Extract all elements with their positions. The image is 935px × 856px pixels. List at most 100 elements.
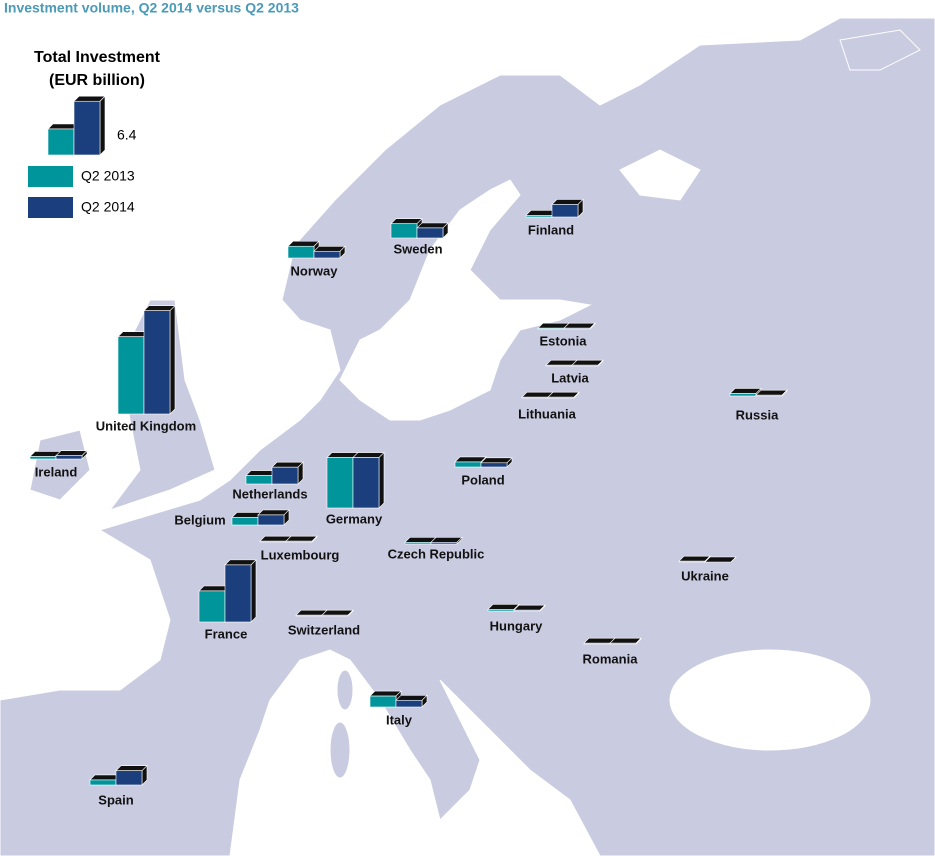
bar-front — [73, 100, 101, 156]
country-label: Norway — [291, 263, 339, 278]
bar-3d — [480, 457, 513, 468]
bar-front — [287, 245, 315, 259]
bar-front — [521, 396, 549, 399]
bar-3d — [352, 451, 385, 509]
bar-side — [169, 304, 176, 415]
country-label: Czech Republic — [388, 546, 485, 561]
country-label: Lithuania — [518, 406, 577, 421]
bar-front — [513, 609, 541, 612]
bar-side — [730, 556, 737, 563]
bar-3d — [551, 198, 584, 218]
bar-front — [47, 128, 75, 156]
country-label: Germany — [326, 511, 383, 526]
bar-front — [285, 540, 313, 543]
bar-side — [99, 95, 106, 156]
country-label: Ukraine — [681, 568, 729, 583]
bar-3d — [73, 95, 106, 156]
bar-front — [755, 394, 783, 397]
country-label: Italy — [386, 712, 413, 727]
legend-title: Total Investment — [34, 49, 161, 66]
bar-front — [551, 204, 579, 218]
land — [336, 669, 354, 711]
bar-front — [224, 564, 252, 623]
bar-front — [369, 695, 397, 708]
bar-3d — [755, 389, 788, 397]
bar-front — [352, 457, 380, 509]
bar-front — [609, 642, 637, 645]
land — [839, 29, 921, 71]
sea — [669, 649, 871, 751]
country-label: Ireland — [35, 464, 78, 479]
bar-3d — [395, 694, 428, 708]
bar-3d — [285, 535, 318, 543]
bar-front — [454, 461, 482, 468]
sea — [229, 649, 601, 856]
legend-label: Q2 2014 — [81, 199, 135, 215]
bar-front — [115, 770, 143, 786]
country-label: Belgium — [174, 512, 225, 527]
country-label: Estonia — [540, 333, 588, 348]
chart-title: Investment volume, Q2 2014 versus Q2 201… — [4, 0, 299, 16]
bar-3d — [271, 461, 304, 485]
bar-front — [487, 609, 515, 612]
bar-front — [525, 215, 553, 218]
map-background — [0, 17, 935, 856]
legend-swatch — [28, 166, 73, 187]
legend-value-label: 6.4 — [117, 127, 137, 143]
bar-3d — [513, 604, 546, 612]
country-label: Finland — [528, 222, 574, 237]
country-label: Hungary — [490, 618, 544, 633]
legend-title: (EUR billion) — [49, 72, 145, 89]
bar-3d — [257, 509, 290, 526]
bar-front — [390, 223, 418, 239]
bar-front — [321, 614, 349, 617]
bar-3d — [416, 222, 449, 239]
land — [29, 429, 91, 501]
land — [329, 721, 351, 779]
bar-front — [547, 396, 575, 399]
bar-front — [231, 517, 259, 526]
legend-label: Q2 2013 — [81, 168, 135, 184]
bar-3d — [547, 391, 580, 399]
bar-front — [563, 327, 591, 330]
bar-front — [89, 779, 117, 786]
bar-front — [537, 327, 565, 330]
bar-front — [245, 475, 273, 485]
bar-front — [404, 542, 432, 545]
bar-front — [729, 393, 757, 397]
bar-3d — [115, 764, 148, 786]
country-label: Switzerland — [288, 622, 360, 637]
bar-front — [29, 456, 57, 460]
bar-front — [326, 457, 354, 509]
sea — [339, 179, 592, 421]
bar-front — [678, 560, 706, 563]
bar-3d — [563, 322, 596, 330]
bar-3d — [313, 245, 346, 259]
bar-3d — [321, 609, 354, 617]
bar-front — [257, 514, 285, 526]
bar-front — [416, 227, 444, 239]
bar-side — [250, 559, 257, 623]
bar-front — [583, 642, 611, 645]
bar-3d — [143, 304, 176, 415]
bar-front — [117, 336, 145, 415]
bar-3d — [55, 449, 88, 460]
country-label: Luxembourg — [261, 547, 340, 562]
country-label: Poland — [461, 472, 504, 487]
bar-3d — [571, 359, 604, 367]
bar-front — [545, 364, 573, 367]
bar-front — [198, 590, 226, 623]
country-label: Romania — [583, 651, 639, 666]
bar-front — [430, 542, 458, 545]
bar-front — [571, 364, 599, 367]
bar-front — [55, 455, 83, 460]
country-label: Latvia — [551, 370, 589, 385]
bar-3d — [609, 637, 642, 645]
country-label: Sweden — [393, 241, 442, 256]
bar-3d — [430, 536, 463, 545]
bar-front — [271, 466, 299, 485]
country-label: United Kingdom — [96, 418, 196, 433]
country-label: Russia — [736, 407, 779, 422]
sea — [619, 149, 701, 201]
